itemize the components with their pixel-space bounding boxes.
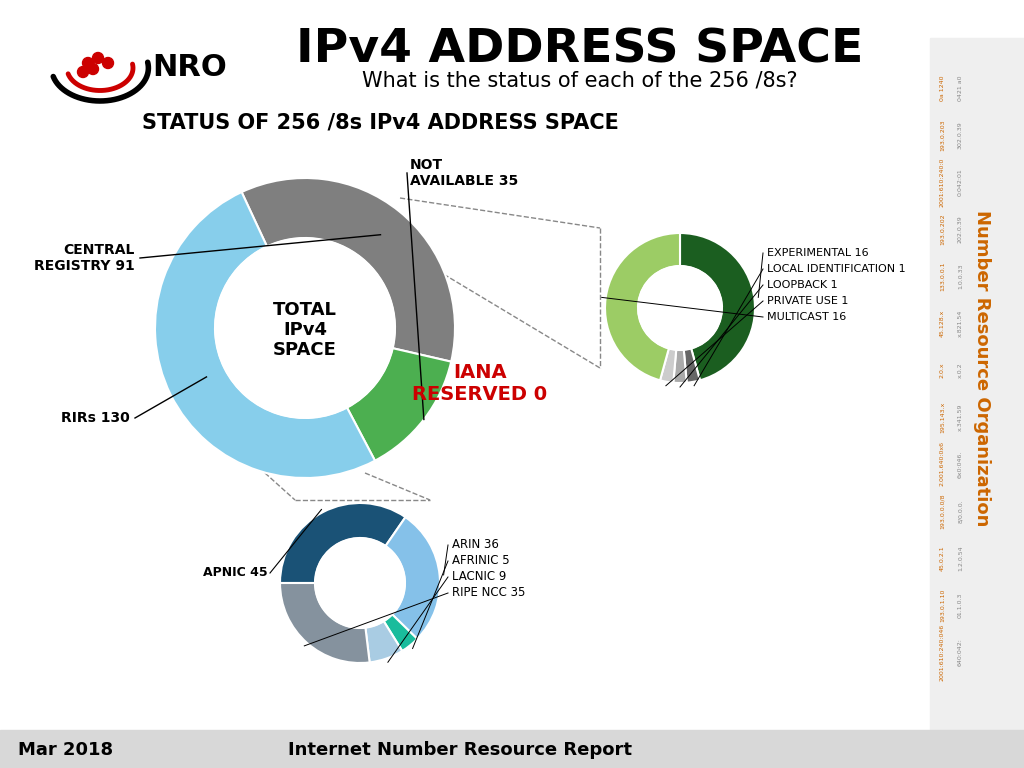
Text: 6x0:046.: 6x0:046. xyxy=(958,450,963,478)
Text: Internet Number Resource Report: Internet Number Resource Report xyxy=(288,741,632,759)
Text: 302.0.39: 302.0.39 xyxy=(958,121,963,149)
Circle shape xyxy=(78,67,88,78)
Text: IPv4 ADDRESS SPACE: IPv4 ADDRESS SPACE xyxy=(296,28,863,72)
Text: 133.0.0.1: 133.0.0.1 xyxy=(940,261,945,291)
Text: 0a 1240: 0a 1240 xyxy=(940,75,945,101)
Wedge shape xyxy=(366,621,402,663)
Text: RIPE NCC 35: RIPE NCC 35 xyxy=(452,587,525,600)
Text: APNIC 45: APNIC 45 xyxy=(204,567,268,580)
Text: IPv4: IPv4 xyxy=(283,321,327,339)
Text: x.0.2: x.0.2 xyxy=(958,362,963,378)
Circle shape xyxy=(87,64,98,74)
Text: 2001:610:240:0: 2001:610:240:0 xyxy=(940,157,945,207)
Text: IANA
RESERVED 0: IANA RESERVED 0 xyxy=(413,362,548,403)
Text: 2001:610:240:046: 2001:610:240:046 xyxy=(940,624,945,680)
Text: EXPERIMENTAL 16: EXPERIMENTAL 16 xyxy=(767,248,868,258)
Text: x.821.54: x.821.54 xyxy=(958,310,963,336)
Text: 1.2.0.54: 1.2.0.54 xyxy=(958,545,963,571)
Wedge shape xyxy=(673,350,687,383)
Text: What is the status of each of the 256 /8s?: What is the status of each of the 256 /8… xyxy=(362,70,798,90)
Bar xyxy=(930,38,1024,730)
Text: SPACE: SPACE xyxy=(273,341,337,359)
Text: x.341.59: x.341.59 xyxy=(958,403,963,431)
Text: AFRINIC 5: AFRINIC 5 xyxy=(452,554,510,568)
Text: Mar 2018: Mar 2018 xyxy=(18,741,113,759)
Wedge shape xyxy=(280,503,406,583)
Circle shape xyxy=(215,238,395,418)
Bar xyxy=(0,730,1024,768)
Text: LOCAL IDENTIFICATION 1: LOCAL IDENTIFICATION 1 xyxy=(767,264,905,274)
Circle shape xyxy=(315,538,406,628)
Wedge shape xyxy=(605,233,680,380)
Wedge shape xyxy=(155,192,375,478)
Text: 1.0.0.33: 1.0.0.33 xyxy=(958,263,963,289)
Text: 193.0.1.10: 193.0.1.10 xyxy=(940,588,945,621)
Circle shape xyxy=(83,58,93,68)
Text: 195.143.x: 195.143.x xyxy=(940,402,945,432)
Text: TOTAL: TOTAL xyxy=(273,301,337,319)
Wedge shape xyxy=(347,348,452,461)
Text: 0:042:01: 0:042:01 xyxy=(958,168,963,196)
Text: RIRs 130: RIRs 130 xyxy=(61,411,130,425)
Text: 45.0.2.1: 45.0.2.1 xyxy=(940,545,945,571)
Text: 0421 a0: 0421 a0 xyxy=(958,75,963,101)
Wedge shape xyxy=(680,233,755,380)
Circle shape xyxy=(638,266,722,350)
Text: NRO: NRO xyxy=(152,54,226,82)
Text: NOT
AVAILABLE 35: NOT AVAILABLE 35 xyxy=(410,158,518,188)
Text: MULTICAST 16: MULTICAST 16 xyxy=(767,312,846,322)
Text: CENTRAL
REGISTRY 91: CENTRAL REGISTRY 91 xyxy=(34,243,135,273)
Text: 2.001.640:0x6: 2.001.640:0x6 xyxy=(940,442,945,486)
Text: 8/0.0.0.: 8/0.0.0. xyxy=(958,499,963,523)
Wedge shape xyxy=(384,614,417,651)
Wedge shape xyxy=(386,517,440,639)
Text: 640:042:: 640:042: xyxy=(958,638,963,666)
Wedge shape xyxy=(280,583,370,663)
Text: LACNIC 9: LACNIC 9 xyxy=(452,571,507,584)
Text: 193.0.0.0/8: 193.0.0.0/8 xyxy=(940,493,945,528)
Text: Number Resource Organization: Number Resource Organization xyxy=(973,210,991,526)
Text: 193.0.202: 193.0.202 xyxy=(940,214,945,245)
Wedge shape xyxy=(242,178,455,362)
Text: 45.128.x: 45.128.x xyxy=(940,310,945,336)
Wedge shape xyxy=(684,349,700,382)
Text: 193.0.203: 193.0.203 xyxy=(940,119,945,151)
Text: LOOPBACK 1: LOOPBACK 1 xyxy=(767,280,838,290)
Text: ARIN 36: ARIN 36 xyxy=(452,538,499,551)
Text: 202.0.39: 202.0.39 xyxy=(958,215,963,243)
Text: PRIVATE USE 1: PRIVATE USE 1 xyxy=(767,296,848,306)
Text: 2.0.x: 2.0.x xyxy=(940,362,945,378)
Circle shape xyxy=(102,58,114,68)
Text: STATUS OF 256 /8s IPv4 ADDRESS SPACE: STATUS OF 256 /8s IPv4 ADDRESS SPACE xyxy=(141,113,618,133)
Text: 01.1.0.3: 01.1.0.3 xyxy=(958,592,963,617)
Wedge shape xyxy=(660,349,676,382)
Circle shape xyxy=(92,52,103,64)
